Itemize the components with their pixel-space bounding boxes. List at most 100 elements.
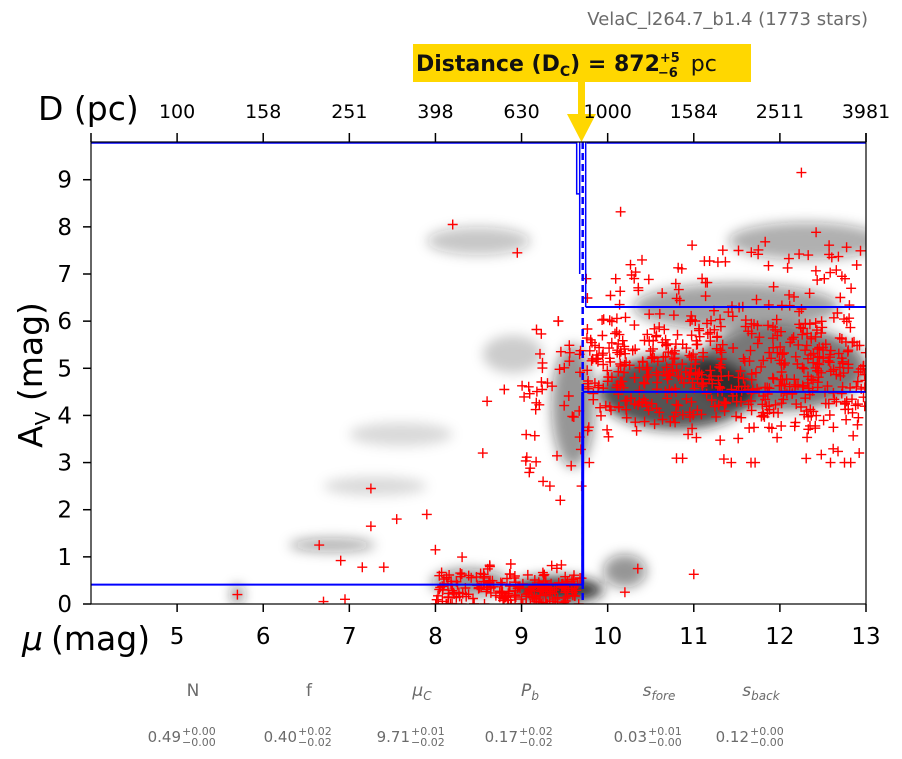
y-tick-label: 5 [57,356,72,382]
star-point [694,331,705,342]
star-point [831,369,842,380]
star-point [642,329,653,340]
star-point [555,346,566,357]
star-point [766,353,777,364]
star-point [658,352,669,363]
star-point [641,364,652,375]
star-point [619,367,629,378]
star-point [430,544,441,555]
star-point [834,362,845,373]
star-point [542,584,553,595]
star-point [657,414,668,425]
star-point [430,599,441,604]
star-point [436,567,447,578]
star-point [792,359,803,369]
top-tick-label: 251 [331,101,367,123]
star-point [582,365,593,376]
star-point [482,563,493,574]
top-axis-label: D (pc) [38,89,139,128]
star-point [762,389,773,399]
param-name: sfore [643,681,676,703]
star-point [756,361,767,372]
star-point [753,249,764,260]
star-point [800,345,811,356]
star-point [670,278,681,289]
star-point [569,570,579,581]
star-point [613,401,624,412]
star-point [832,308,843,318]
star-point [707,378,718,389]
y-tick-label: 4 [57,403,72,429]
star-point [482,582,493,592]
density-blob [482,335,544,373]
star-point [763,320,773,331]
star-point [738,373,749,384]
star-point [778,394,789,405]
star-point [768,281,779,292]
star-point [573,599,584,604]
star-point [831,396,842,407]
star-point [736,396,746,407]
param-plus-error: +0.01 [411,725,445,738]
star-point [521,429,532,440]
star-point [812,365,822,376]
star-point [630,267,641,278]
star-point [805,404,816,415]
star-point [546,560,557,571]
star-point [677,409,688,420]
star-point [541,599,552,604]
star-point [442,599,453,604]
top-tick-label: 630 [503,101,539,123]
star-point [797,329,808,340]
x-tick-label: 7 [342,624,357,650]
star-point [617,376,628,387]
param-name: f [306,681,313,701]
star-point [789,291,799,302]
star-point [767,372,778,383]
star-point [694,367,705,378]
star-point [523,381,534,392]
density-blob [551,344,595,468]
star-point [534,399,545,410]
star-point [806,333,817,344]
star-point [813,372,824,383]
star-point [642,362,653,373]
star-point [335,555,346,566]
star-point [602,424,613,435]
extinction-model [91,142,866,604]
star-point [841,242,852,253]
star-point [774,355,785,366]
star-point [743,399,754,410]
star-point [717,245,728,256]
star-point [606,372,617,383]
star-point [670,339,681,350]
star-point [531,386,542,397]
param-plus-error: +0.01 [648,725,682,738]
star-point [776,421,787,431]
star-point [587,353,598,364]
density-blob [289,538,376,553]
star-point [797,362,808,373]
star-point [758,410,769,421]
star-point [643,274,654,285]
star-point [808,357,819,368]
star-point [835,292,846,303]
star-point [812,352,823,363]
star-point [726,457,737,468]
star-point [692,374,703,384]
star-point [749,319,759,330]
distance-posterior-histogram [91,142,866,195]
y-tick-label: 8 [57,215,72,241]
star-point [709,401,720,412]
star-point [637,357,648,368]
star-point [701,388,712,399]
star-point [706,395,717,405]
star-point [594,342,605,353]
star-point [750,367,761,378]
param-value: 0.12 [716,728,749,746]
star-point [818,415,829,426]
star-point [731,411,742,422]
star-point [676,263,687,274]
star-point [801,453,812,464]
star-point [820,339,831,350]
